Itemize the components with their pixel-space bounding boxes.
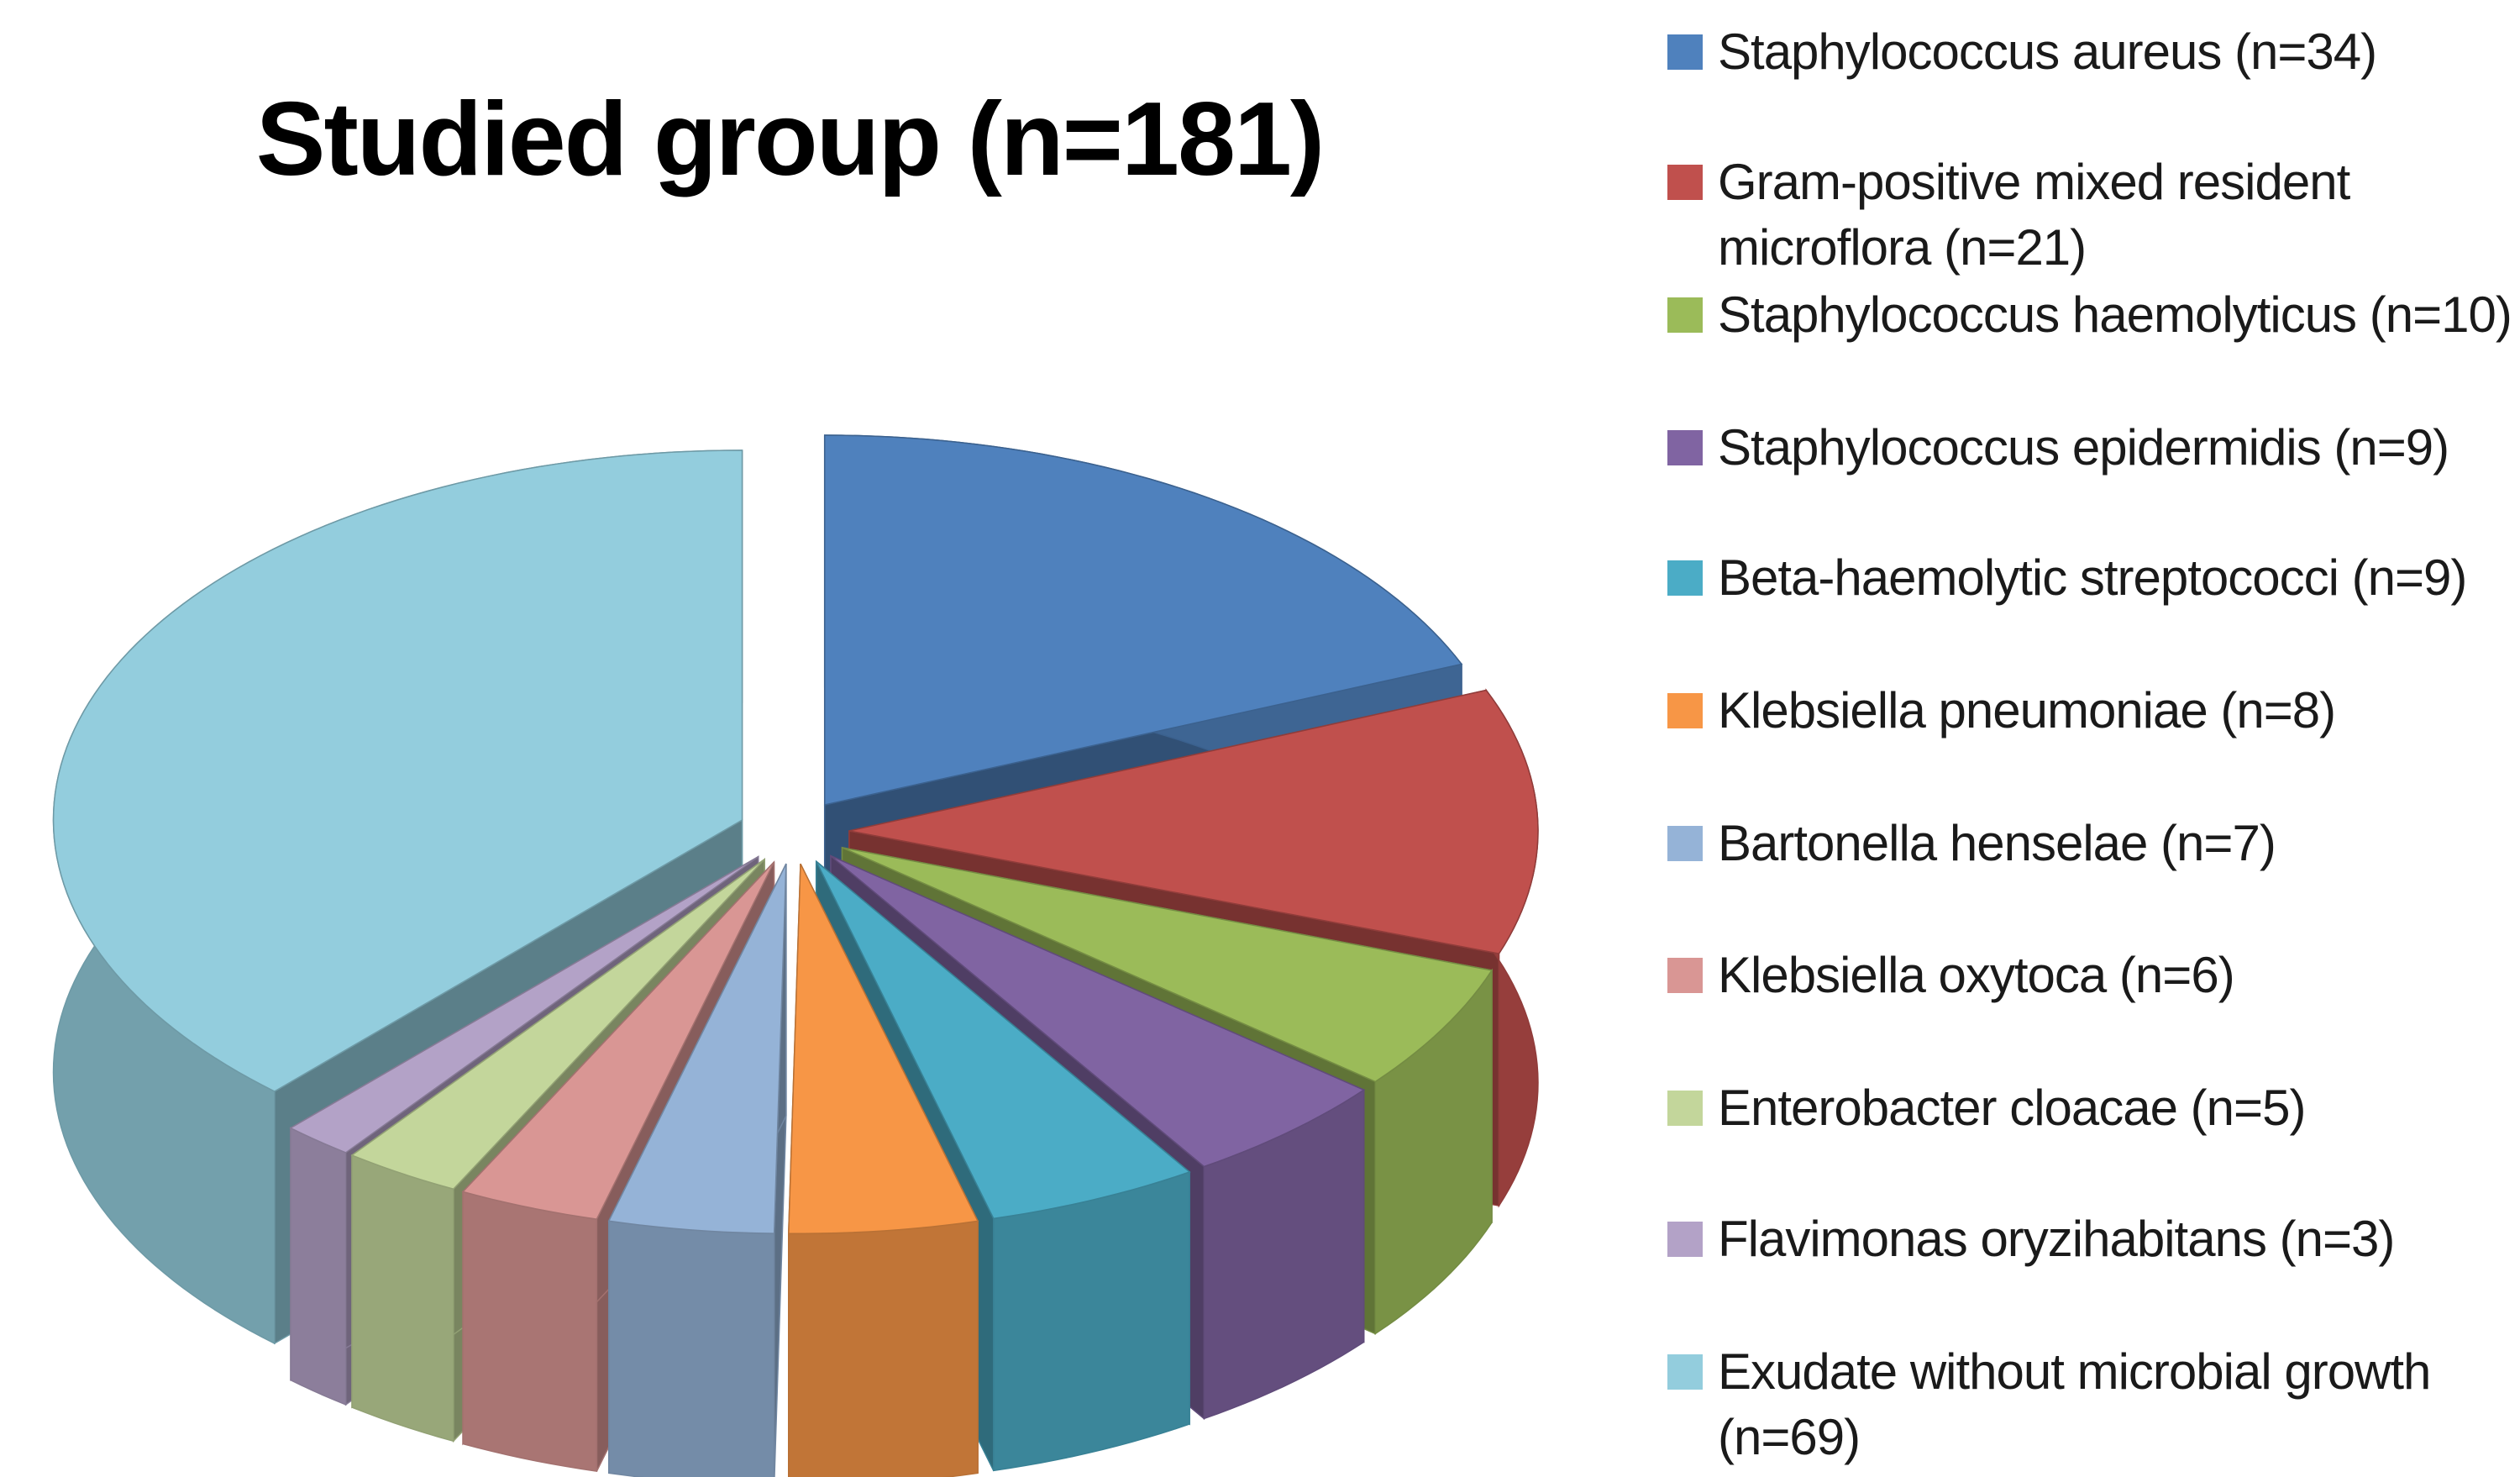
slice-top-face: [52, 449, 743, 1092]
legend-label: Staphylococcus epidermidis (n=9): [1718, 419, 2449, 476]
legend-swatch: [1667, 297, 1703, 333]
slice-outer-wall: [351, 1154, 454, 1443]
slice-top-face: [461, 861, 775, 1220]
legend-label: Staphylococcus haemolyticus (n=10): [1718, 286, 2512, 343]
slice-top-face: [350, 859, 765, 1191]
slice-top-face: [823, 434, 1463, 806]
legend-label: Enterobacter cloacae (n=5): [1718, 1080, 2306, 1136]
legend-swatch: [1667, 826, 1703, 861]
legend-label: Staphylococcus aureus (n=34): [1718, 24, 2377, 80]
legend-label: Bartonella henselae (n=7): [1718, 815, 2276, 871]
slice-top-face: [848, 689, 1539, 954]
legend-label: Klebsiella oxytoca (n=6): [1718, 947, 2235, 1003]
chart-title: Studied group (n=181): [255, 81, 1325, 197]
slice-top-face: [830, 855, 1366, 1168]
legend-swatch: [1667, 34, 1703, 70]
legend-swatch: [1667, 165, 1703, 200]
pie-slice: [607, 863, 787, 1477]
legend-label: Gram-positive mixed resident microflora …: [1718, 154, 2350, 276]
slice-top-face: [289, 855, 759, 1154]
slice-outer-wall: [462, 1191, 598, 1473]
pie-slice: [787, 863, 979, 1477]
legend-swatch: [1667, 1091, 1703, 1126]
legend-label: Exudate without microbial growth (n=69): [1718, 1343, 2431, 1465]
legend-swatch: [1667, 958, 1703, 993]
legend-swatch: [1667, 1222, 1703, 1257]
slice-outer-wall: [788, 1220, 979, 1477]
legend-label: Flavimonas oryzihabitans (n=3): [1718, 1211, 2395, 1267]
legend-swatch: [1667, 693, 1703, 728]
slice-outer-wall: [608, 1220, 775, 1477]
slice-top-face: [607, 863, 787, 1234]
slice-outer-wall: [993, 1170, 1190, 1472]
slice-outer-wall: [290, 1127, 347, 1406]
pie-chart: [52, 434, 1539, 1477]
legend-label: Beta-haemolytic streptococci (n=9): [1718, 549, 2467, 606]
slice-top-face: [816, 860, 1191, 1220]
slice-top-face: [787, 863, 979, 1234]
slice-top-face: [842, 847, 1494, 1083]
legend-swatch: [1667, 1354, 1703, 1390]
legend-swatch: [1667, 560, 1703, 596]
legend-swatch: [1667, 430, 1703, 465]
legend-label: Klebsiella pneumoniae (n=8): [1718, 682, 2336, 738]
